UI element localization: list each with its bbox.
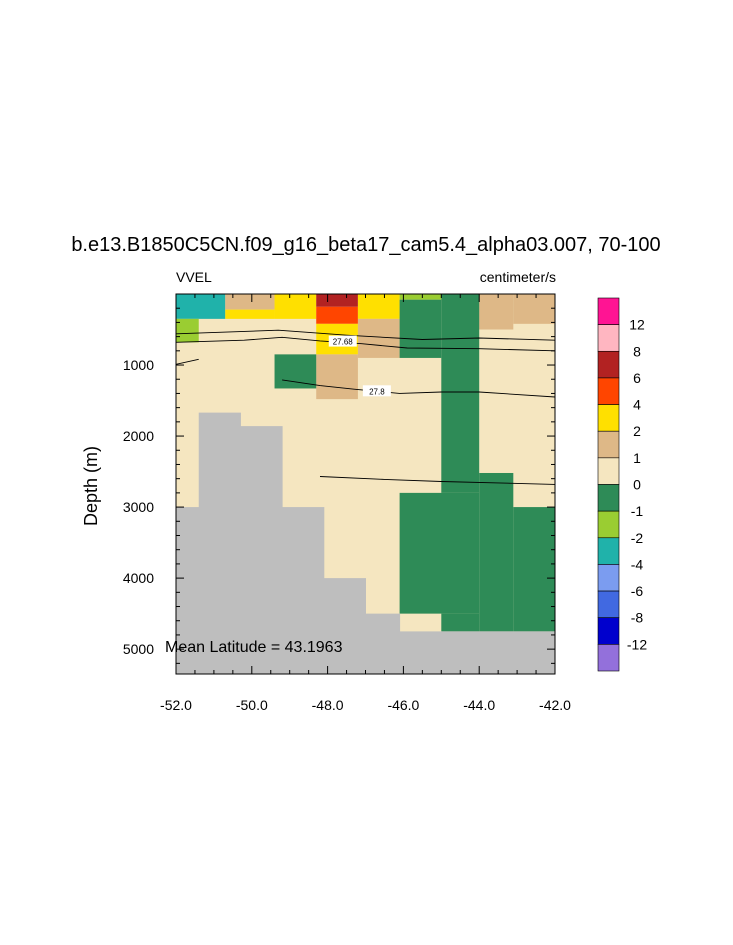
variable-label: VVEL: [176, 269, 212, 285]
colorbar-label: 0: [633, 477, 641, 493]
colorbar: 12 8 6 4 2 1 0 -1 -2 -4 -6 -8 -12: [597, 297, 647, 672]
colorbar-label: -8: [631, 610, 644, 626]
y-tick-label: 1000: [123, 357, 154, 373]
colorbar-label: -6: [631, 583, 644, 599]
heatmap-cell: [513, 294, 555, 324]
heatmap-cell: [316, 294, 358, 307]
heatmap-cell: [176, 318, 199, 343]
colorbar-label: -4: [631, 556, 644, 572]
heatmap-cell: [357, 294, 400, 319]
heatmap-cell: [399, 492, 480, 614]
colorbar-swatch: [597, 430, 620, 459]
land-mask: [176, 412, 555, 674]
heatmap-cell: [357, 318, 400, 358]
land-cell: [365, 613, 401, 674]
chart-title: b.e13.B1850C5CN.f09_g16_beta17_cam5.4_al…: [71, 234, 660, 256]
colorbar-label: 2: [633, 423, 641, 439]
land-cell: [323, 578, 366, 674]
colorbar-label: -2: [631, 530, 644, 546]
x-axis-ticks: -52.0 -50.0 -48.0 -46.0 -44.0 -42.0: [160, 294, 571, 713]
colorbar-swatch: [597, 537, 620, 565]
colorbar-label: 1: [633, 450, 641, 466]
x-tick-label: -48.0: [312, 697, 344, 713]
mean-latitude-annotation: Mean Latitude = 43.1963: [165, 639, 343, 656]
colorbar-swatch: [597, 484, 620, 512]
heatmap-cell: [274, 294, 317, 319]
colorbar-swatch: [597, 564, 620, 592]
heatmap-cell: [274, 354, 317, 389]
colorbar-swatch: [597, 350, 620, 379]
heatmap-cell: [441, 294, 480, 493]
heatmap-cells: [176, 294, 555, 632]
heatmap-cell: [316, 354, 358, 400]
heatmap-cell: [399, 294, 442, 300]
land-cell: [282, 507, 325, 674]
y-tick-label: 3000: [123, 499, 154, 515]
y-axis-ticks: 1000 2000 3000 4000 5000: [123, 293, 555, 664]
land-cell: [399, 631, 442, 674]
colorbar-swatch: [597, 377, 620, 405]
colorbar-label: -1: [631, 503, 644, 519]
colorbar-swatch: [597, 404, 620, 432]
x-tick-label: -52.0: [160, 697, 192, 713]
x-tick-label: -46.0: [387, 697, 419, 713]
heatmap-cell: [513, 507, 555, 632]
colorbar-swatch: [597, 590, 620, 619]
contour-line: [319, 476, 555, 485]
x-tick-label: -42.0: [539, 697, 571, 713]
y-tick-label: 4000: [123, 570, 154, 586]
colorbar-label: 6: [633, 370, 641, 386]
x-tick-label: -50.0: [236, 697, 268, 713]
colorbar-swatch: [597, 510, 620, 539]
y-axis-label: Depth (m): [81, 446, 101, 526]
land-cell: [240, 426, 283, 674]
heatmap-cell: [225, 294, 275, 310]
contour-label: 27.8: [369, 387, 385, 396]
heatmap-cell: [441, 613, 480, 632]
contour-label-bg: [328, 335, 357, 347]
colorbar-swatch: [597, 644, 620, 672]
contour-line: [282, 379, 555, 398]
land-cell: [198, 412, 241, 674]
colorbar-swatch: [597, 324, 620, 352]
units-label: centimeter/s: [480, 269, 556, 285]
colorbar-label: 4: [633, 397, 641, 413]
land-cell: [176, 507, 200, 674]
colorbar-swatch: [597, 297, 620, 325]
heatmap-cell: [399, 299, 442, 358]
colorbar-swatch: [597, 617, 620, 645]
y-tick-label: 5000: [123, 641, 154, 657]
heatmap-cell: [225, 309, 275, 319]
contour-label-bg: [362, 385, 391, 397]
heatmap-cell: [479, 472, 514, 632]
y-tick-label: 2000: [123, 428, 154, 444]
heatmap-cell: [176, 294, 226, 319]
colorbar-label: 12: [629, 317, 645, 333]
contour-label: 27.68: [333, 338, 354, 347]
heatmap-cell: [316, 306, 358, 324]
colorbar-swatch: [597, 457, 620, 485]
contour-line: [176, 358, 199, 365]
x-tick-label: -44.0: [463, 697, 495, 713]
colorbar-label: -12: [627, 636, 647, 652]
land-cell: [441, 631, 555, 674]
colorbar-label: 8: [633, 343, 641, 359]
contour-lines: 27.68 27.8: [176, 329, 555, 485]
contour-line: [176, 329, 555, 341]
